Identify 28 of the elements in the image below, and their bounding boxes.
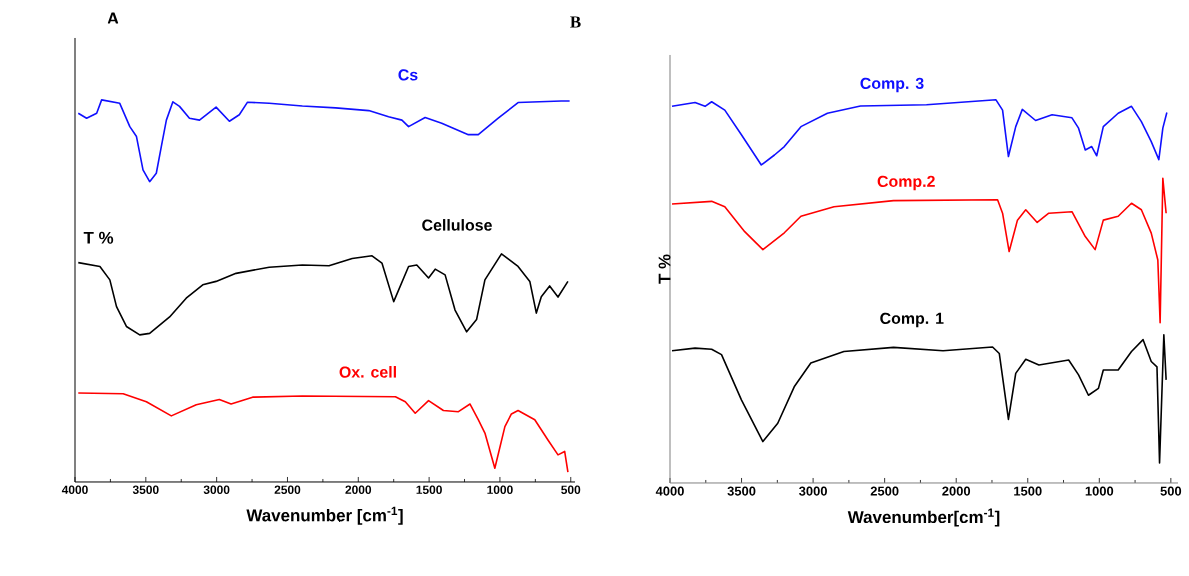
text: Cs (398, 69, 418, 81)
x-tick-label: 2000 (345, 485, 372, 494)
x-tick-label: 2500 (274, 485, 301, 494)
x-tick-label: 3500 (132, 485, 159, 494)
series-label: Ox. cell (339, 366, 396, 378)
x-tick-label: 1000 (487, 485, 513, 494)
series-label: Comp.2 (877, 175, 935, 191)
x-tick-label: 2000 (942, 486, 971, 496)
x-axis-title: Wavenumber [cm$^{-1}$] (246, 506, 403, 525)
x-tick-label: 3000 (203, 485, 230, 494)
x-tick-label: 3000 (799, 486, 827, 496)
x-tick-label: 1500 (416, 485, 442, 494)
x-tick-label: 500 (561, 485, 581, 494)
y-axis-title: T % (658, 254, 671, 284)
x-tick-label: 1500 (1014, 486, 1042, 496)
x-axis-title: Wavenumber[cm$^{-1}$] (847, 508, 1000, 527)
x-tick-label: 4000 (655, 486, 684, 496)
chart-title: A (107, 12, 119, 24)
x-tick-label: 1000 (1085, 486, 1114, 496)
x-tick-label: 4000 (61, 485, 88, 494)
series-label: Cellulose (422, 219, 492, 231)
y-axis-title: T % (83, 231, 114, 244)
x-tick-label: 2500 (870, 486, 899, 496)
chart-title: B (570, 16, 581, 28)
series-label: Comp. 3 (860, 77, 924, 93)
x-tick-label: 500 (1160, 486, 1182, 496)
x-tick-label: 3500 (727, 486, 756, 496)
series-label: Comp. 1 (880, 312, 944, 328)
